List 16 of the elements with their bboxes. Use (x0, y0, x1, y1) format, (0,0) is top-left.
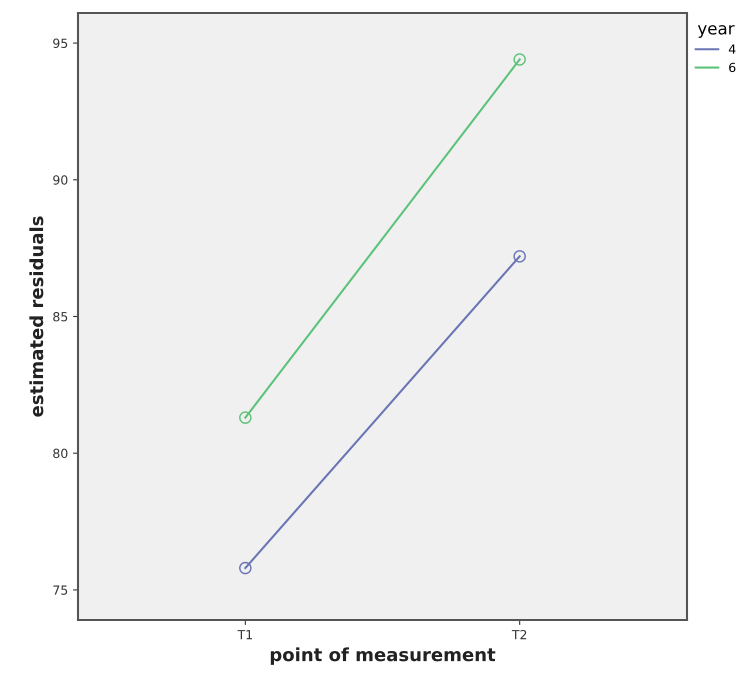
point (513, 250, 526, 263)
x-tick-label: T2 (512, 630, 526, 640)
point (239, 411, 252, 424)
point (239, 562, 252, 574)
legend-label: 4 (728, 44, 736, 54)
point (513, 53, 526, 66)
x-axis-title: point of measurement (270, 647, 496, 665)
y-tick-label: 80 (53, 448, 68, 458)
y-tick-label: 85 (53, 312, 68, 322)
y-axis-title: estimated residuals (29, 216, 44, 417)
legend-label: 6 (729, 62, 736, 72)
x-tick-label: T1 (238, 630, 252, 640)
y-tick-label: 90 (53, 175, 68, 185)
y-tick-label: 95 (53, 38, 68, 48)
legend-title: year (698, 25, 735, 38)
y-tick-label: 75 (53, 586, 68, 595)
